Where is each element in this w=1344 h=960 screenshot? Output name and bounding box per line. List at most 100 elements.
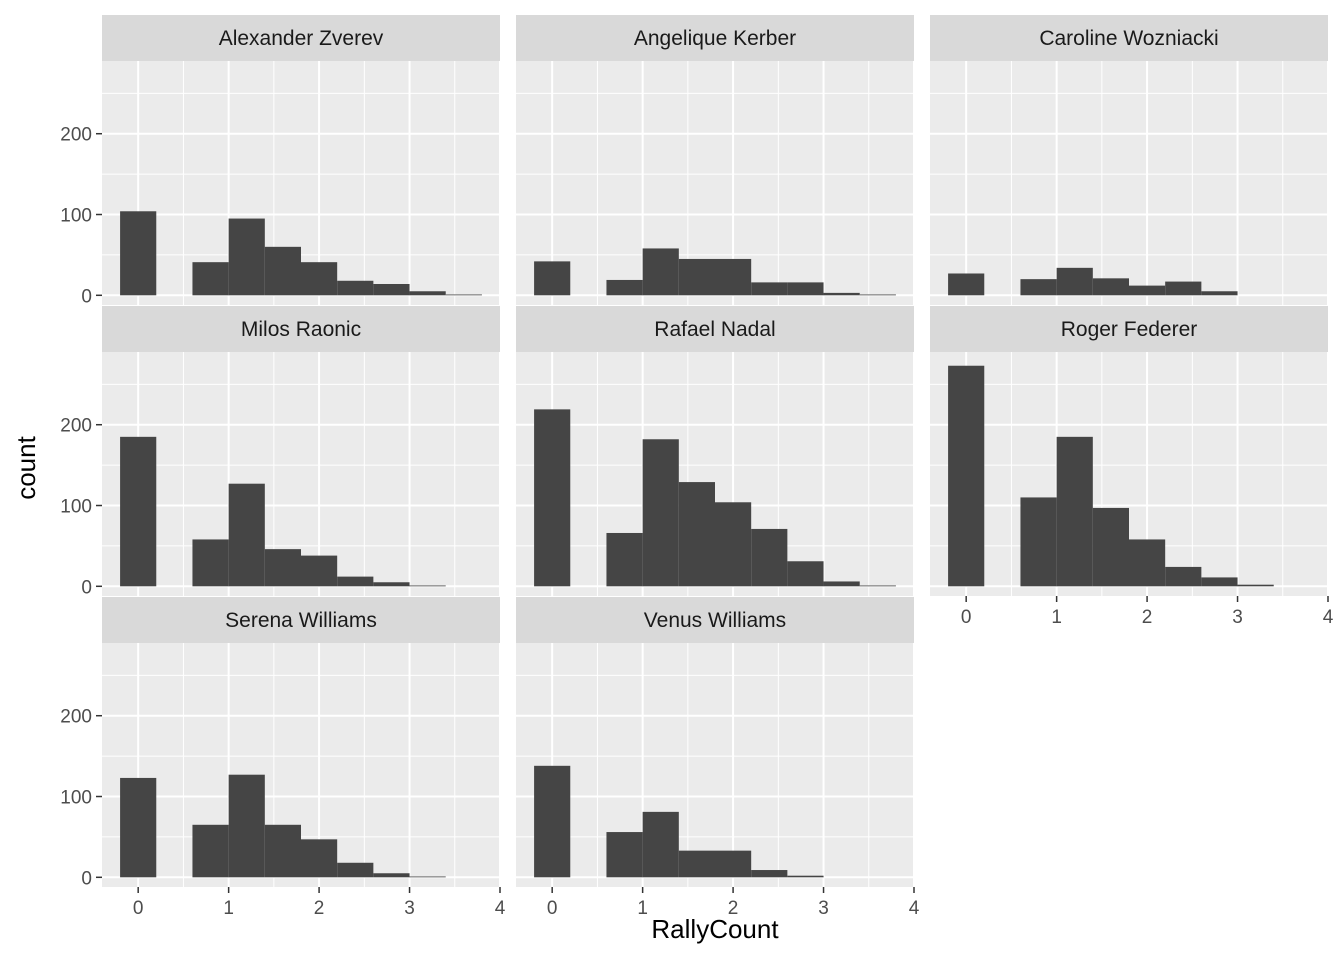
histogram-bar: [678, 258, 715, 296]
histogram-bar: [373, 283, 410, 296]
histogram-bar: [1092, 507, 1129, 587]
histogram-bar: [642, 811, 679, 878]
histogram-bar: [337, 862, 374, 878]
y-axis-title: count: [11, 435, 41, 499]
histogram-bar: [1201, 291, 1238, 296]
facet-panel: Caroline Wozniacki: [930, 15, 1329, 305]
histogram-bar: [301, 555, 338, 587]
facet-strip: [930, 306, 1328, 352]
histogram-bar: [373, 582, 410, 587]
histogram-bar: [264, 549, 301, 587]
x-tick-label: 3: [818, 898, 829, 919]
histogram-bar: [534, 409, 571, 587]
histogram-bar: [678, 850, 715, 878]
histogram-bar: [1020, 279, 1057, 296]
facet-strip: [516, 15, 914, 61]
facet-title: Venus Williams: [644, 609, 786, 632]
x-tick-label: 4: [909, 898, 920, 919]
y-tick-label: 100: [60, 497, 92, 518]
histogram-bar: [751, 870, 788, 878]
histogram-bar: [120, 777, 157, 878]
histogram-bar: [534, 261, 571, 296]
histogram-bar: [787, 282, 824, 296]
histogram-bar: [409, 291, 446, 296]
facet-panel: Venus Williams 0 1 2 3 4: [516, 597, 920, 919]
histogram-bar: [373, 873, 410, 878]
histogram-bar: [1020, 497, 1057, 587]
histogram-bar: [409, 876, 446, 878]
histogram-bar: [859, 294, 896, 296]
facet-strip: [516, 306, 914, 352]
facet-panel: Roger Federer 0 1 2 3 4: [930, 306, 1334, 628]
y-tick-label: 200: [60, 125, 92, 146]
histogram-bar: [715, 502, 752, 587]
y-tick-label: 100: [60, 788, 92, 809]
histogram-bar: [409, 585, 446, 587]
histogram-bar: [642, 248, 679, 296]
facet-title: Angelique Kerber: [634, 27, 796, 50]
histogram-bar: [337, 576, 374, 587]
x-tick-label: 0: [547, 898, 558, 919]
histogram-bar: [192, 539, 229, 587]
facet-panel: Angelique Kerber: [516, 15, 915, 305]
facet-panel: Alexander Zverev 0 100 200: [60, 15, 501, 307]
histogram-bar: [120, 436, 157, 587]
histogram-bar: [1201, 577, 1238, 587]
y-tick-label: 0: [81, 868, 92, 889]
x-tick-label: 1: [637, 898, 648, 919]
histogram-bar: [606, 532, 643, 587]
histogram-bar: [228, 774, 265, 878]
histogram-bar: [264, 824, 301, 878]
histogram-bar: [751, 282, 788, 296]
y-tick-label: 200: [60, 416, 92, 437]
facet-panel: Milos Raonic 0 100 200: [60, 306, 501, 598]
histogram-bar: [948, 365, 985, 587]
histogram-bar: [337, 280, 374, 296]
facet-title: Serena Williams: [225, 609, 377, 632]
x-tick-label: 3: [1232, 607, 1243, 628]
facet-strip: [102, 306, 500, 352]
facet-panel: Serena Williams 0 100 200 0 1 2 3 4: [60, 597, 506, 919]
histogram-bar: [606, 279, 643, 296]
histogram-bar: [678, 482, 715, 587]
histogram-bar: [120, 211, 157, 296]
facet-title: Rafael Nadal: [654, 318, 775, 341]
histogram-bar: [787, 875, 824, 878]
histogram-bar: [948, 273, 985, 296]
histogram-bar: [192, 262, 229, 296]
facet-strip: [102, 15, 500, 61]
panel-background: [516, 643, 914, 887]
facet-title: Milos Raonic: [241, 318, 361, 341]
histogram-bar: [859, 585, 896, 587]
x-tick-label: 4: [1323, 607, 1334, 628]
histogram-bar: [823, 292, 860, 296]
histogram-bar: [264, 246, 301, 296]
histogram-bar: [1092, 278, 1129, 296]
y-tick-label: 0: [81, 286, 92, 307]
histogram-bar: [1129, 285, 1166, 296]
x-tick-label: 0: [961, 607, 972, 628]
histogram-bar: [301, 262, 338, 296]
y-tick-label: 200: [60, 707, 92, 728]
facet-title: Roger Federer: [1061, 318, 1198, 341]
x-tick-label: 3: [404, 898, 415, 919]
facet-panel: Rafael Nadal: [516, 306, 915, 596]
x-axis-title: RallyCount: [651, 914, 779, 944]
histogram-bar: [534, 765, 571, 878]
y-tick-label: 0: [81, 577, 92, 598]
panel-background: [930, 61, 1328, 305]
x-tick-label: 2: [1142, 607, 1153, 628]
facet-title: Caroline Wozniacki: [1039, 27, 1218, 50]
histogram-bar: [1165, 281, 1202, 296]
histogram-bar: [1056, 436, 1093, 587]
x-tick-label: 1: [1051, 607, 1062, 628]
x-tick-label: 1: [223, 898, 234, 919]
histogram-bar: [228, 218, 265, 296]
histogram-bar: [1056, 267, 1093, 296]
histogram-bar: [715, 258, 752, 296]
histogram-bar: [192, 824, 229, 878]
facet-strip: [930, 15, 1328, 61]
histogram-bar: [823, 581, 860, 587]
